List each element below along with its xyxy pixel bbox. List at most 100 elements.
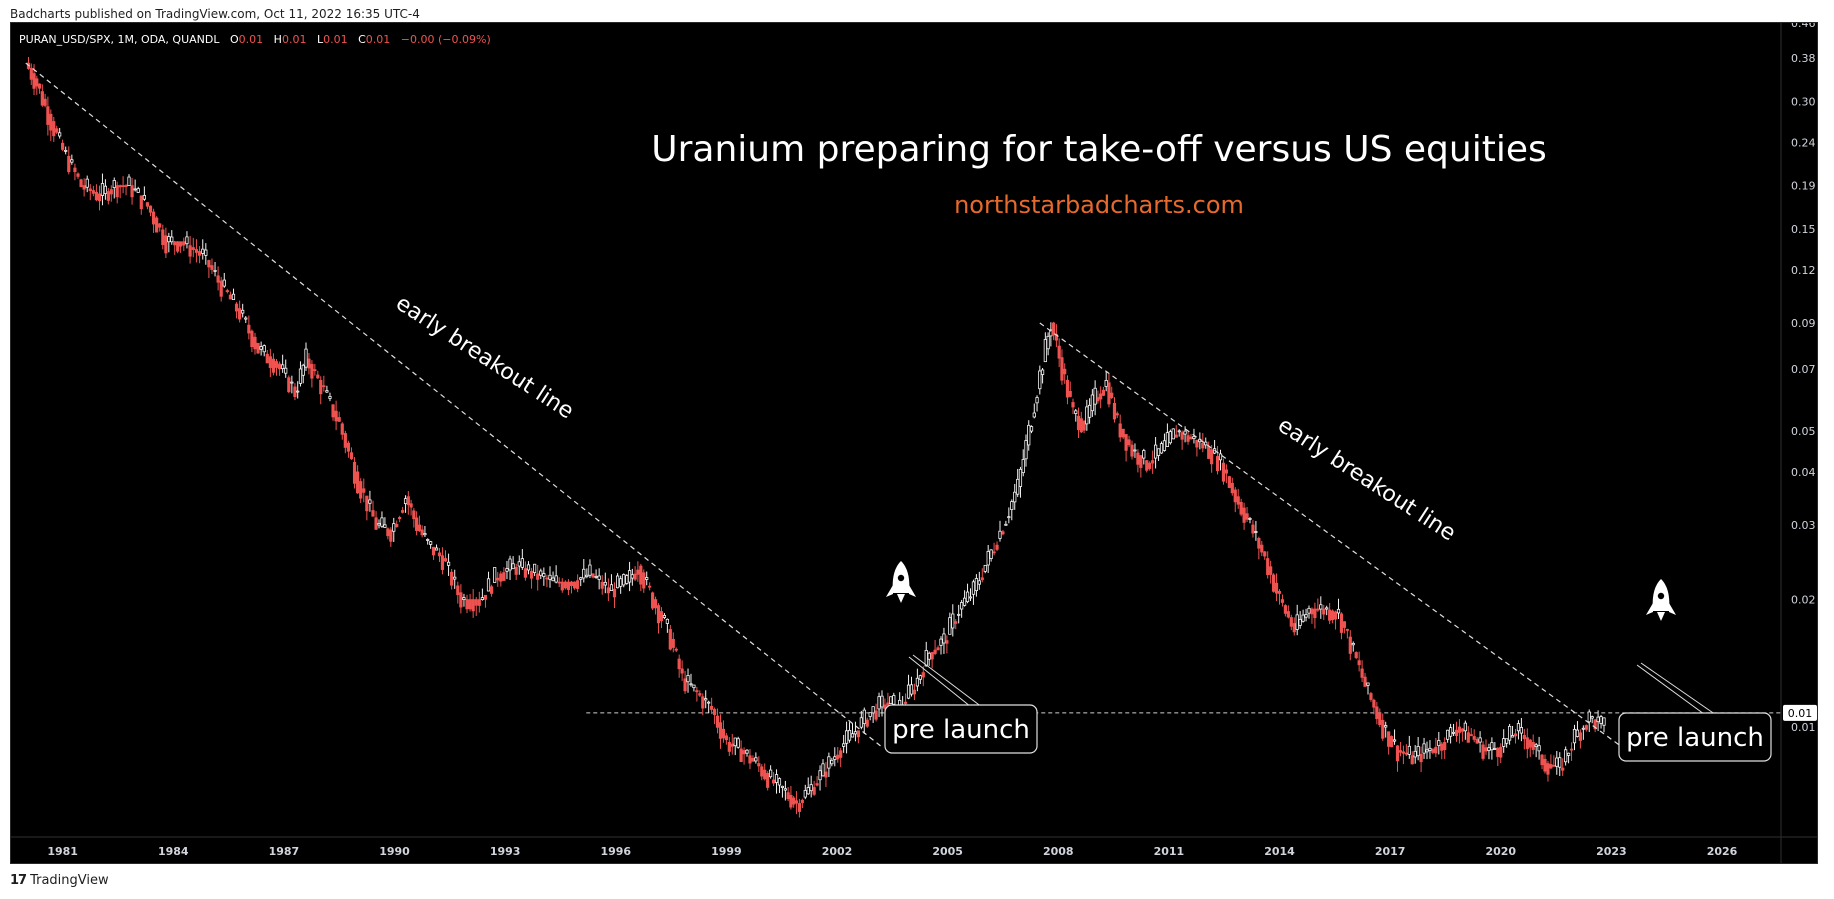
candle-body — [1522, 735, 1526, 740]
candle-body — [1274, 582, 1279, 594]
candle-body — [833, 756, 837, 760]
candle-body — [1519, 727, 1523, 734]
candle-body — [850, 733, 855, 738]
candle-body — [328, 396, 332, 399]
candle-body — [121, 185, 125, 187]
candle-body — [526, 564, 531, 571]
candle-body — [585, 574, 589, 578]
candle-body — [167, 236, 171, 243]
chart-panel[interactable]: 0.46 0.38 0.30 0.24 0.19 0.15 0.12 0.09 0.07 0.05… — [10, 22, 1818, 864]
x-tick-label: 2008 — [1043, 845, 1074, 858]
candle-body — [871, 706, 875, 714]
candle-body — [1345, 628, 1349, 631]
candle-body — [957, 613, 961, 616]
candle-body — [1578, 732, 1582, 741]
candle-body — [1313, 608, 1317, 619]
candle-body — [191, 247, 195, 250]
candle-body — [818, 770, 822, 781]
candle-body — [1555, 757, 1559, 767]
candle-body — [971, 581, 976, 595]
candle-body — [603, 581, 607, 586]
candle-body — [1549, 764, 1553, 769]
chart-subtitle: northstarbadcharts.com — [954, 191, 1244, 219]
candle-body — [1013, 491, 1017, 503]
candle-body — [1372, 699, 1376, 708]
candle-body — [1451, 731, 1456, 734]
candle-body — [1301, 614, 1305, 622]
y-tick-label: 0.38 — [1791, 52, 1816, 65]
candle-body — [185, 236, 189, 245]
candle-body — [204, 249, 208, 256]
candle-body — [1460, 728, 1464, 732]
candle-body — [1057, 345, 1061, 359]
candle-body — [889, 696, 893, 705]
tradingview-logo-icon: 17 — [10, 873, 27, 888]
candle-body — [707, 701, 711, 704]
candle-body — [794, 800, 799, 804]
candle-body — [1531, 741, 1535, 750]
candle-body — [210, 265, 214, 270]
candle-body — [1207, 446, 1211, 459]
candle-body — [1422, 743, 1426, 754]
candle-body — [356, 471, 360, 494]
candle-body — [1115, 413, 1119, 416]
candle-body — [1130, 444, 1134, 457]
candle-body — [222, 279, 226, 287]
legend-high: 0.01 — [281, 33, 307, 46]
trendline-label-1: early breakout line — [391, 291, 578, 424]
candle-body — [965, 591, 970, 603]
candle-body — [612, 588, 617, 598]
candle-body — [1096, 397, 1100, 402]
candle-body — [868, 712, 872, 717]
candle-body — [1407, 745, 1411, 755]
candle-body — [853, 731, 858, 735]
candle-body — [70, 159, 74, 163]
candle-body — [265, 353, 269, 364]
x-tick-label: 1996 — [600, 845, 631, 858]
candle-body — [340, 423, 344, 435]
candle-body — [909, 684, 914, 695]
candle-body — [1567, 752, 1571, 756]
candle-body — [389, 529, 393, 542]
candle-body — [1251, 524, 1255, 534]
candle-body — [921, 672, 925, 678]
candle-body — [325, 390, 329, 393]
candle-body — [718, 722, 723, 739]
candle-body — [1174, 434, 1178, 438]
candle-body — [1277, 590, 1282, 594]
candle-body — [874, 710, 878, 720]
candle-body — [939, 638, 943, 646]
candle-body — [35, 78, 39, 87]
candle-body — [429, 541, 433, 545]
x-tick-label: 2023 — [1596, 845, 1627, 858]
candle-body — [523, 568, 528, 578]
candle-body — [115, 185, 119, 198]
candle-body — [1127, 439, 1131, 446]
candle-body — [689, 683, 693, 686]
candle-body — [520, 558, 524, 568]
candle-body — [1227, 476, 1231, 488]
candle-body — [539, 570, 543, 576]
chart-canvas[interactable]: 0.46 0.38 0.30 0.24 0.19 0.15 0.12 0.09 0.07 0.05… — [11, 23, 1818, 864]
candle-body — [1537, 745, 1541, 752]
candle-body — [745, 749, 749, 754]
candle-body — [274, 361, 279, 368]
candle-body — [1513, 733, 1518, 737]
candle-body — [502, 572, 506, 581]
candle-body — [412, 510, 416, 520]
candle-body — [1295, 614, 1299, 630]
candle-body — [1336, 608, 1341, 614]
candle-body — [398, 517, 402, 519]
tradingview-branding[interactable]: 17 TradingView — [10, 873, 109, 888]
candle-body — [446, 561, 451, 566]
candle-body — [727, 741, 731, 752]
candle-body — [1148, 462, 1152, 469]
candle-body — [1283, 605, 1287, 614]
candle-body — [148, 205, 153, 213]
candle-body — [1215, 456, 1220, 472]
candle-body — [1446, 729, 1450, 740]
candle-body — [1363, 676, 1367, 687]
candle-body — [1431, 748, 1435, 753]
candle-body — [1543, 758, 1547, 772]
candle-body — [642, 572, 646, 589]
